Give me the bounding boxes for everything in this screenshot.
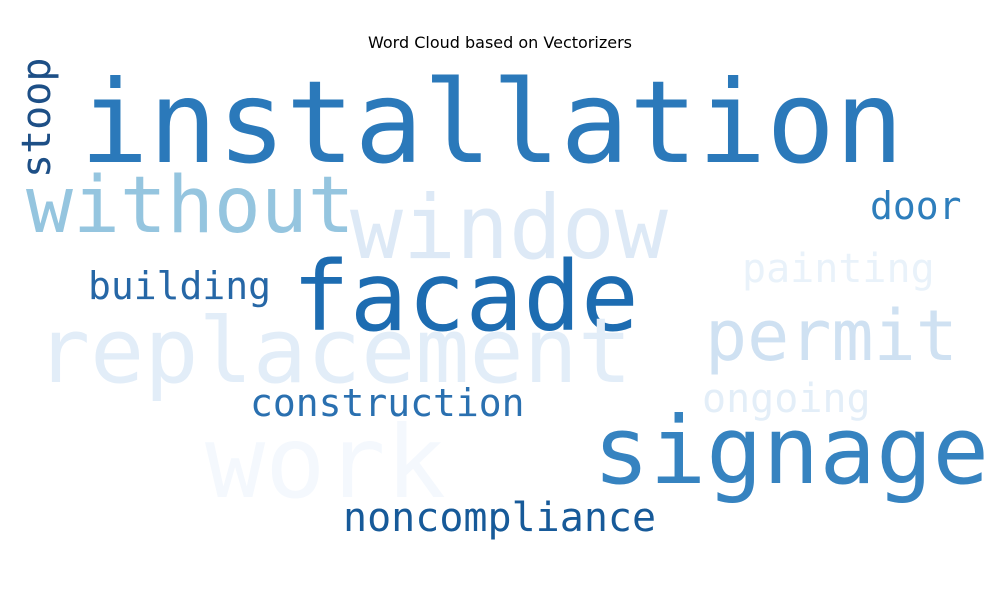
- chart-title: Word Cloud based on Vectorizers: [368, 33, 632, 52]
- word-stoop: stoop: [14, 58, 60, 178]
- word-noncompliance: noncompliance: [343, 495, 656, 541]
- word-painting: painting: [742, 246, 935, 292]
- word-work: work: [205, 404, 446, 521]
- word-window: window: [350, 176, 668, 279]
- word-without: without: [26, 161, 355, 251]
- word-building: building: [88, 264, 271, 308]
- word-signage: signage: [593, 397, 989, 506]
- word-ongoing: ongoing: [702, 376, 871, 422]
- word-installation: installation: [80, 56, 904, 189]
- word-door: door: [870, 184, 962, 228]
- word-facade: facade: [292, 241, 639, 353]
- word-construction: construction: [250, 381, 525, 425]
- word-permit: permit: [705, 295, 958, 377]
- word-replacement: replacement: [36, 299, 632, 404]
